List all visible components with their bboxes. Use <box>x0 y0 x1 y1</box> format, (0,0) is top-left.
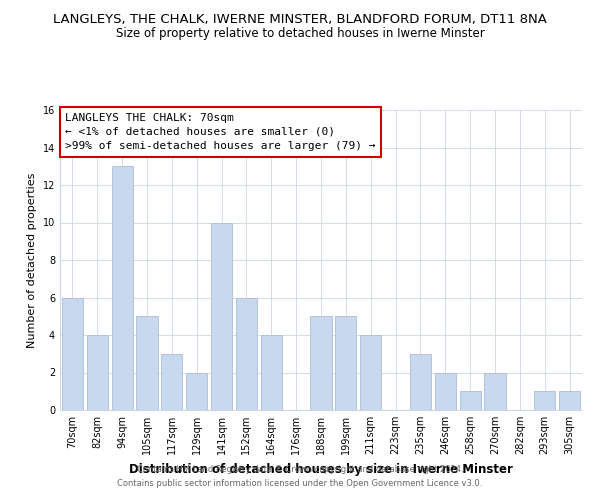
Bar <box>62 298 83 410</box>
Bar <box>410 354 431 410</box>
Y-axis label: Number of detached properties: Number of detached properties <box>27 172 37 348</box>
Text: Contains HM Land Registry data © Crown copyright and database right 2024.
Contai: Contains HM Land Registry data © Crown c… <box>118 466 482 487</box>
Bar <box>87 335 108 410</box>
Bar <box>484 372 506 410</box>
Bar <box>310 316 332 410</box>
Bar <box>186 372 207 410</box>
Bar <box>112 166 133 410</box>
Bar <box>211 222 232 410</box>
X-axis label: Distribution of detached houses by size in Iwerne Minster: Distribution of detached houses by size … <box>129 462 513 475</box>
Text: LANGLEYS, THE CHALK, IWERNE MINSTER, BLANDFORD FORUM, DT11 8NA: LANGLEYS, THE CHALK, IWERNE MINSTER, BLA… <box>53 12 547 26</box>
Bar <box>460 391 481 410</box>
Bar <box>236 298 257 410</box>
Bar <box>435 372 456 410</box>
Bar <box>534 391 555 410</box>
Bar <box>360 335 381 410</box>
Bar <box>335 316 356 410</box>
Text: Size of property relative to detached houses in Iwerne Minster: Size of property relative to detached ho… <box>116 28 484 40</box>
Bar <box>136 316 158 410</box>
Bar <box>161 354 182 410</box>
Bar <box>261 335 282 410</box>
Text: LANGLEYS THE CHALK: 70sqm
← <1% of detached houses are smaller (0)
>99% of semi-: LANGLEYS THE CHALK: 70sqm ← <1% of detac… <box>65 113 376 151</box>
Bar <box>559 391 580 410</box>
